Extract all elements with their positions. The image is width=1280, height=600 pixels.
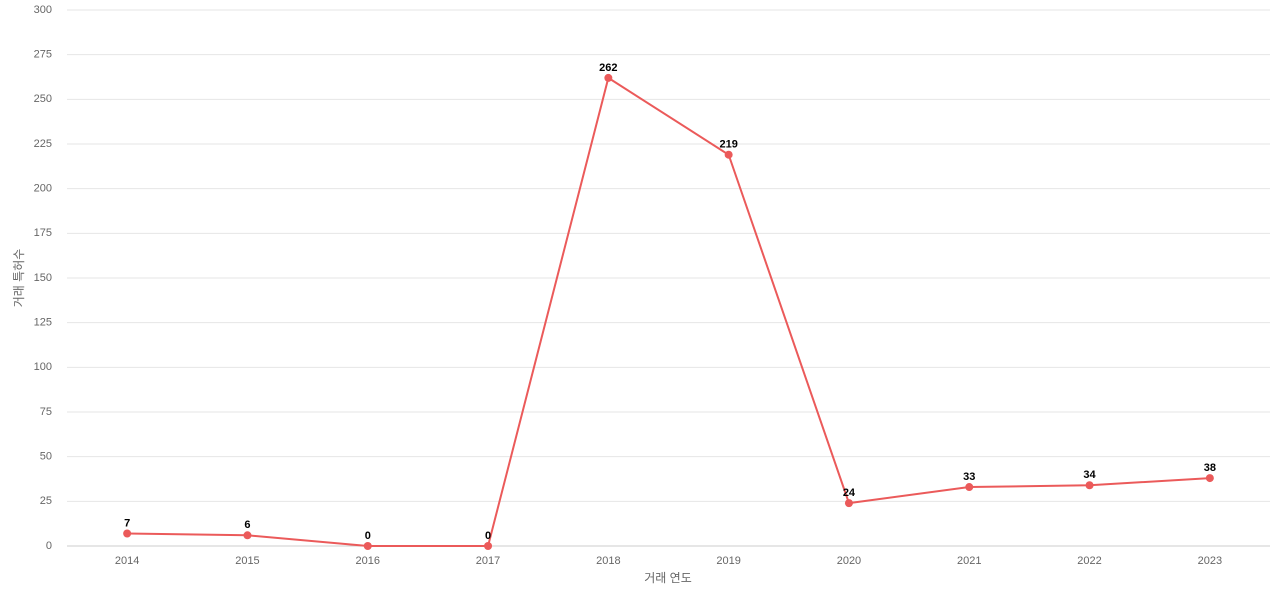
point <box>965 483 974 492</box>
y-tick-label: 125 <box>34 317 52 329</box>
y-tick-label: 250 <box>34 93 52 105</box>
y-tick-label: 25 <box>40 495 52 507</box>
x-tick-label: 2019 <box>716 555 740 567</box>
value-label: 38 <box>1204 462 1216 474</box>
point <box>844 499 853 508</box>
point <box>243 531 252 540</box>
y-tick-label: 300 <box>34 4 52 16</box>
value-label: 262 <box>599 62 617 74</box>
x-tick-label: 2020 <box>837 555 861 567</box>
value-label: 6 <box>244 519 250 531</box>
x-tick-label: 2022 <box>1077 555 1101 567</box>
value-label: 34 <box>1083 469 1096 481</box>
point <box>724 150 733 159</box>
point <box>1205 474 1214 483</box>
y-tick-label: 0 <box>46 540 52 552</box>
y-tick-label: 275 <box>34 49 52 61</box>
x-tick-label: 2016 <box>356 555 380 567</box>
x-tick-label: 2014 <box>115 555 139 567</box>
value-label: 219 <box>719 139 737 151</box>
x-axis-label: 거래 연도 <box>644 571 692 585</box>
value-label: 33 <box>963 471 975 483</box>
value-label: 7 <box>124 517 130 529</box>
value-label: 0 <box>485 530 491 542</box>
point <box>123 529 132 538</box>
y-tick-label: 225 <box>34 138 52 150</box>
point <box>1085 481 1094 490</box>
y-tick-label: 75 <box>40 406 52 418</box>
line <box>127 76 1210 547</box>
x-tick-label: 2021 <box>957 555 981 567</box>
x-tick-label: 2023 <box>1198 555 1222 567</box>
x-tick-label: 2018 <box>596 555 620 567</box>
y-axis-label: 거래 특허수 <box>12 249 26 308</box>
value-label: 24 <box>843 487 856 499</box>
point <box>604 73 613 82</box>
y-tick-label: 200 <box>34 183 52 195</box>
y-tick-label: 150 <box>34 272 52 284</box>
y-tick-label: 175 <box>34 227 52 239</box>
point <box>484 542 493 550</box>
y-tick-label: 50 <box>40 451 52 463</box>
value-label: 0 <box>365 530 371 542</box>
point <box>363 542 372 550</box>
x-tick-label: 2017 <box>476 555 500 567</box>
y-tick-label: 100 <box>34 361 52 373</box>
x-tick-label: 2015 <box>235 555 259 567</box>
